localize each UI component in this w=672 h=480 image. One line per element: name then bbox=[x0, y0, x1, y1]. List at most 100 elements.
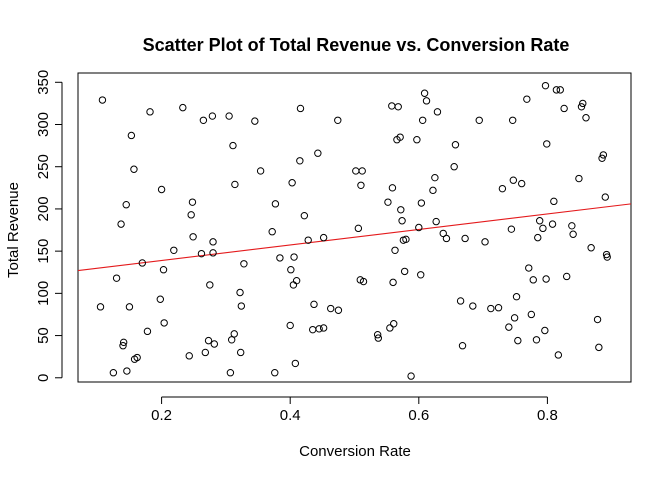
data-point bbox=[398, 217, 406, 225]
y-tick-label: 350 bbox=[35, 70, 52, 95]
data-point bbox=[309, 325, 317, 334]
data-point bbox=[535, 217, 544, 225]
data-point bbox=[292, 276, 301, 285]
data-point bbox=[296, 104, 305, 113]
data-point bbox=[598, 154, 606, 162]
data-point bbox=[539, 224, 547, 233]
data-point bbox=[475, 116, 483, 124]
data-point bbox=[268, 228, 276, 236]
data-point bbox=[579, 99, 587, 108]
data-point bbox=[400, 267, 409, 276]
data-point bbox=[569, 230, 577, 238]
data-point bbox=[226, 369, 235, 377]
y-tick-label: 200 bbox=[35, 196, 52, 221]
data-point bbox=[525, 264, 533, 272]
data-point bbox=[512, 293, 521, 301]
data-point bbox=[256, 167, 265, 175]
data-point bbox=[514, 336, 522, 345]
data-point bbox=[206, 281, 214, 289]
data-point bbox=[143, 327, 152, 336]
y-tick-label: 0 bbox=[35, 374, 52, 382]
data-point bbox=[98, 96, 107, 104]
data-point bbox=[552, 86, 561, 94]
data-point bbox=[505, 323, 513, 331]
data-point bbox=[251, 117, 259, 125]
data-point bbox=[388, 102, 396, 110]
data-point bbox=[133, 353, 141, 362]
data-point bbox=[109, 369, 118, 377]
data-point bbox=[209, 238, 217, 246]
data-point bbox=[532, 336, 541, 344]
data-point bbox=[599, 151, 608, 159]
data-point bbox=[517, 179, 526, 188]
data-point bbox=[304, 236, 312, 244]
plot-frame bbox=[77, 72, 632, 383]
data-point bbox=[458, 341, 467, 350]
data-point bbox=[374, 334, 382, 342]
data-point bbox=[420, 89, 429, 97]
data-point bbox=[601, 193, 609, 201]
data-point bbox=[119, 341, 127, 350]
data-point bbox=[422, 97, 431, 105]
data-point bbox=[314, 149, 322, 157]
data-point bbox=[290, 253, 298, 261]
data-point bbox=[123, 367, 131, 375]
data-point bbox=[429, 186, 437, 195]
data-point bbox=[289, 281, 298, 289]
data-point bbox=[417, 271, 425, 279]
data-point bbox=[554, 351, 563, 359]
data-point bbox=[189, 233, 197, 241]
data-point bbox=[160, 319, 168, 327]
data-point bbox=[603, 253, 611, 261]
data-point bbox=[209, 249, 217, 257]
data-point bbox=[112, 274, 121, 282]
data-point bbox=[122, 201, 130, 209]
data-point bbox=[197, 249, 206, 258]
data-point bbox=[543, 140, 551, 148]
data-point bbox=[291, 359, 300, 368]
data-point bbox=[397, 206, 405, 214]
data-point bbox=[296, 157, 304, 165]
data-point bbox=[548, 220, 557, 228]
data-point bbox=[229, 141, 237, 150]
data-point bbox=[577, 103, 586, 111]
data-point bbox=[157, 185, 166, 194]
data-point bbox=[146, 108, 154, 116]
data-point bbox=[201, 348, 210, 357]
y-tick-label: 100 bbox=[35, 281, 52, 306]
data-point bbox=[208, 112, 217, 120]
data-point bbox=[159, 266, 168, 274]
y-tick-label: 300 bbox=[35, 112, 52, 137]
data-point bbox=[210, 340, 219, 348]
data-point bbox=[179, 103, 187, 112]
data-point bbox=[358, 167, 366, 175]
data-point bbox=[582, 114, 590, 122]
data-point bbox=[319, 233, 328, 242]
data-point bbox=[327, 304, 335, 313]
data-point bbox=[442, 234, 451, 243]
data-point bbox=[156, 295, 165, 303]
data-point bbox=[119, 338, 128, 347]
data-point bbox=[391, 246, 399, 254]
x-tick-label: 0.2 bbox=[151, 407, 172, 424]
data-point bbox=[227, 336, 236, 344]
x-axis: 0.2 0.4 0.6 0.8 bbox=[151, 396, 558, 424]
data-point bbox=[450, 163, 458, 171]
y-tick-label: 50 bbox=[35, 327, 52, 344]
data-point bbox=[451, 141, 460, 149]
data-point bbox=[231, 180, 239, 189]
data-point bbox=[204, 336, 213, 345]
data-point bbox=[359, 277, 368, 286]
data-point bbox=[315, 325, 323, 333]
data-point bbox=[300, 211, 309, 220]
data-point bbox=[469, 302, 477, 310]
data-point bbox=[117, 220, 125, 228]
data-point bbox=[510, 314, 519, 322]
regression-line bbox=[77, 203, 632, 272]
data-point bbox=[523, 95, 531, 103]
data-point bbox=[431, 173, 439, 182]
data-point bbox=[461, 234, 469, 243]
data-point bbox=[236, 348, 245, 357]
data-point bbox=[237, 302, 246, 310]
x-tick-label: 0.4 bbox=[280, 407, 301, 424]
